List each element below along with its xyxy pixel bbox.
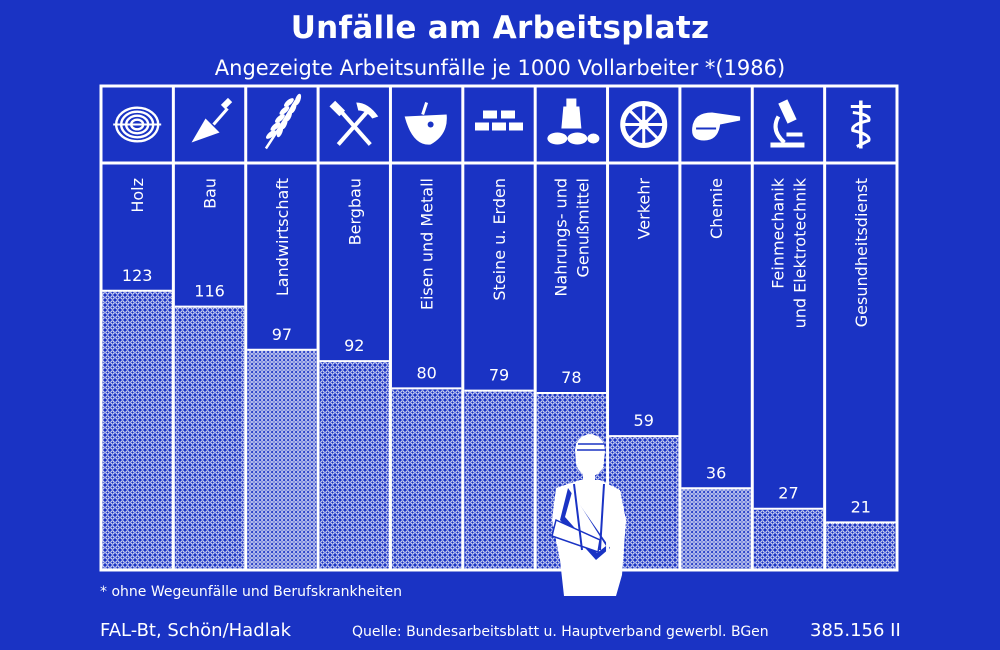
chart-title: Unfälle am Arbeitsplatz xyxy=(290,10,710,46)
data-label: 80 xyxy=(416,363,436,382)
footnote: * ohne Wegeunfälle und Berufskrankheiten xyxy=(100,584,402,600)
data-label: 59 xyxy=(634,411,654,430)
data-label: 27 xyxy=(778,484,798,503)
chart-subtitle: Angezeigte Arbeitsunfälle je 1000 Vollar… xyxy=(214,56,786,80)
bar xyxy=(102,290,172,570)
footer-code: 385.156 II xyxy=(810,620,901,641)
ladle-icon xyxy=(404,102,447,145)
data-label: 123 xyxy=(122,266,153,285)
bar xyxy=(753,508,824,570)
category-label: Bau xyxy=(201,178,220,209)
bar xyxy=(391,388,462,570)
data-label: 79 xyxy=(489,366,509,385)
bar xyxy=(464,390,534,570)
category-label: Genußmittel xyxy=(573,178,592,277)
category-label: Holz xyxy=(128,178,147,213)
data-label: 92 xyxy=(344,336,364,355)
wheat-icon xyxy=(264,93,302,150)
footer-source: Quelle: Bundesarbeitsblatt u. Hauptverba… xyxy=(352,624,769,640)
category-label: Bergbau xyxy=(345,178,364,245)
data-label: 36 xyxy=(706,463,726,482)
footer-author: FAL-Bt, Schön/Hadlak xyxy=(100,620,292,641)
bar xyxy=(826,522,896,570)
wheel-icon xyxy=(620,101,668,148)
bar xyxy=(247,349,317,570)
flask-icon xyxy=(692,112,741,141)
trowel-icon xyxy=(191,97,233,143)
bricks-icon xyxy=(475,110,523,131)
data-label: 97 xyxy=(272,325,292,344)
hammer-pick-icon xyxy=(329,100,379,146)
bar xyxy=(319,361,389,570)
bar xyxy=(681,488,751,570)
bar xyxy=(174,306,245,570)
category-label: und Elektrotechnik xyxy=(790,177,809,328)
bread-icon xyxy=(547,98,600,145)
category-label: Verkehr xyxy=(635,178,654,240)
category-label: Steine u. Erden xyxy=(490,178,509,301)
category-label: Feinmechanik xyxy=(768,177,787,289)
category-label: Gesundheitsdienst xyxy=(852,178,871,327)
microscope-icon xyxy=(770,99,805,148)
caduceus-icon xyxy=(850,100,871,149)
data-label: 78 xyxy=(561,368,581,387)
wood-rings-icon xyxy=(113,106,162,143)
data-label: 116 xyxy=(194,282,225,301)
chart-frame xyxy=(99,84,899,572)
category-label: Chemie xyxy=(707,178,726,239)
data-label: 21 xyxy=(851,497,871,516)
category-label: Eisen und Metall xyxy=(418,178,437,310)
category-label: Landwirtschaft xyxy=(273,178,292,296)
category-label: Nahrungs- und xyxy=(551,178,570,297)
